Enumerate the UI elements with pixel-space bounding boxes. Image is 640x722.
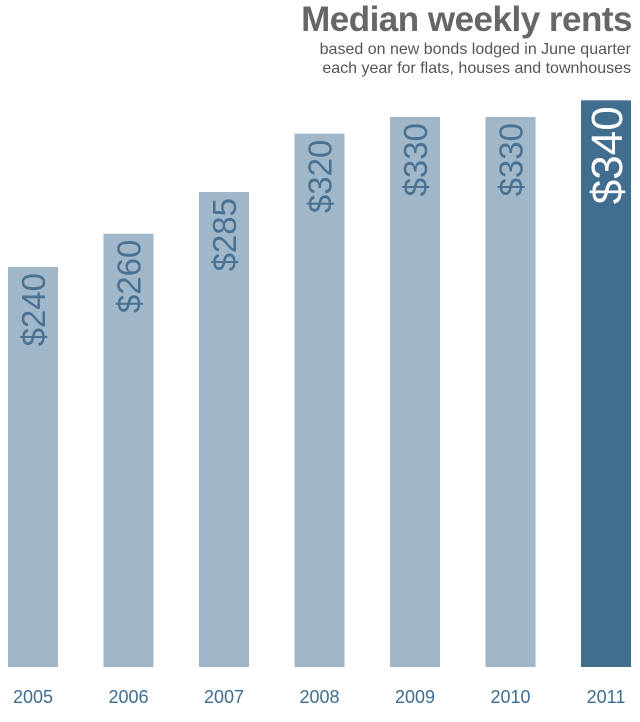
- year-label-2010: 2010: [490, 687, 530, 707]
- year-label-2008: 2008: [299, 687, 339, 707]
- bar-2009: [390, 117, 440, 667]
- year-label-2006: 2006: [108, 687, 148, 707]
- year-label-2009: 2009: [395, 687, 435, 707]
- bar-2005: [8, 267, 58, 667]
- year-label-2007: 2007: [204, 687, 244, 707]
- year-label-2011: 2011: [587, 687, 626, 707]
- chart-subtitle: based on new bonds lodged in June quarte…: [320, 40, 631, 78]
- value-label-2009: $330: [397, 123, 434, 196]
- value-label-2010: $330: [493, 123, 530, 196]
- value-label-2008: $320: [302, 140, 339, 213]
- value-label-2005: $240: [15, 273, 52, 346]
- year-label-2005: 2005: [13, 687, 53, 707]
- bar-2008: [294, 133, 345, 667]
- subtitle-line-1: based on new bonds lodged in June quarte…: [319, 41, 631, 58]
- bar-2006: [103, 233, 154, 667]
- subtitle-line-2: each year for flats, houses and townhous…: [322, 60, 631, 77]
- bar-2011: [581, 100, 631, 668]
- value-label-2006: $260: [111, 240, 148, 313]
- bar-2010: [485, 117, 536, 667]
- chart-title: Median weekly rents: [301, 0, 632, 39]
- value-label-2007: $285: [206, 198, 243, 271]
- value-label-2011: $340: [583, 106, 632, 204]
- bar-2007: [199, 192, 249, 667]
